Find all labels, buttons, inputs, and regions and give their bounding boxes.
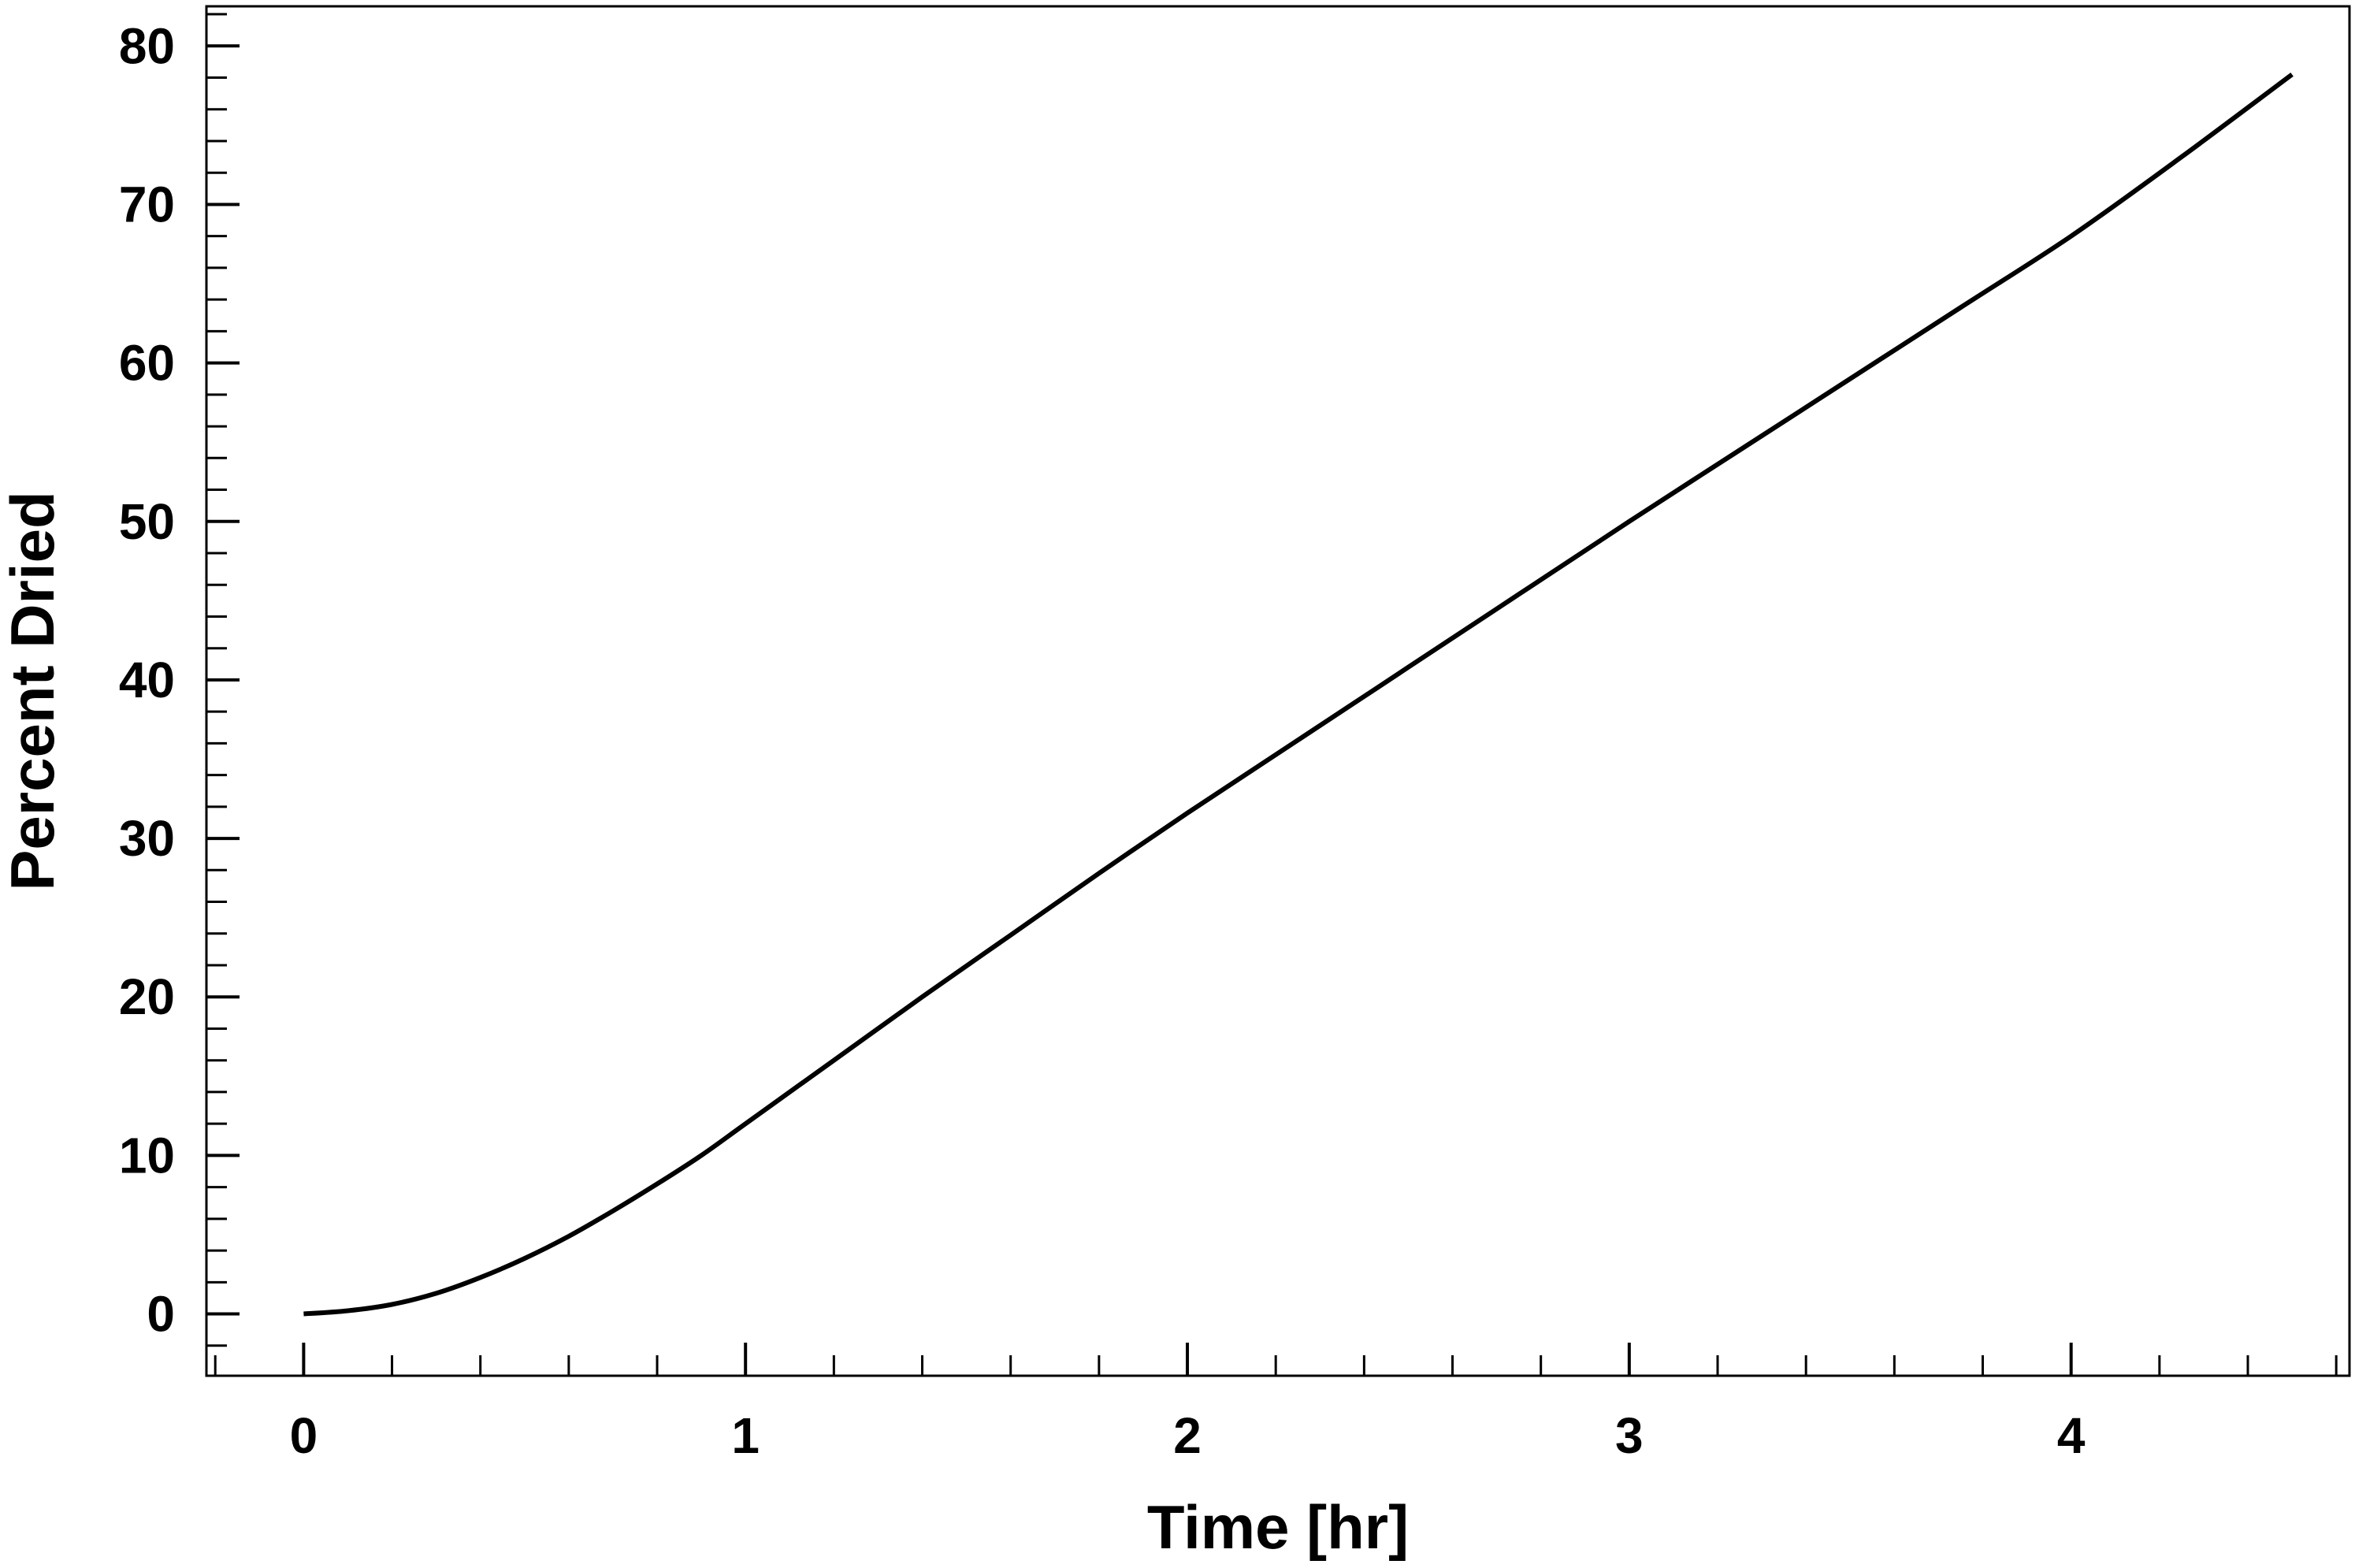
x-major-ticks bbox=[302, 1343, 2073, 1376]
x-tick-label: 2 bbox=[1173, 1407, 1202, 1464]
y-tick-label: 10 bbox=[119, 1127, 175, 1183]
y-tick-label: 80 bbox=[119, 17, 175, 74]
x-tick-label: 1 bbox=[731, 1407, 760, 1464]
y-tick-label: 70 bbox=[119, 176, 175, 232]
x-tick-label: 0 bbox=[290, 1407, 318, 1464]
y-minor-ticks bbox=[206, 13, 227, 1347]
x-minor-ticks bbox=[214, 1355, 2338, 1376]
y-tick-labels: 0 10 20 30 40 50 60 70 80 bbox=[119, 17, 175, 1342]
y-tick-label: 30 bbox=[119, 810, 175, 867]
plot-frame bbox=[205, 5, 2351, 1377]
y-axis-title: Percent Dried bbox=[0, 491, 67, 890]
y-tick-label: 20 bbox=[119, 968, 175, 1025]
y-tick-label: 50 bbox=[119, 493, 175, 550]
x-tick-label: 3 bbox=[1615, 1407, 1644, 1464]
x-tick-label: 4 bbox=[2057, 1407, 2086, 1464]
series-line bbox=[303, 72, 2294, 1317]
x-tick-labels: 0 1 2 3 4 bbox=[290, 1407, 2086, 1464]
x-axis-title: Time [hr] bbox=[1147, 1492, 1409, 1562]
y-major-ticks bbox=[206, 44, 240, 1316]
y-tick-label: 40 bbox=[119, 652, 175, 708]
y-tick-label: 60 bbox=[119, 335, 175, 392]
y-tick-label: 0 bbox=[147, 1286, 175, 1343]
